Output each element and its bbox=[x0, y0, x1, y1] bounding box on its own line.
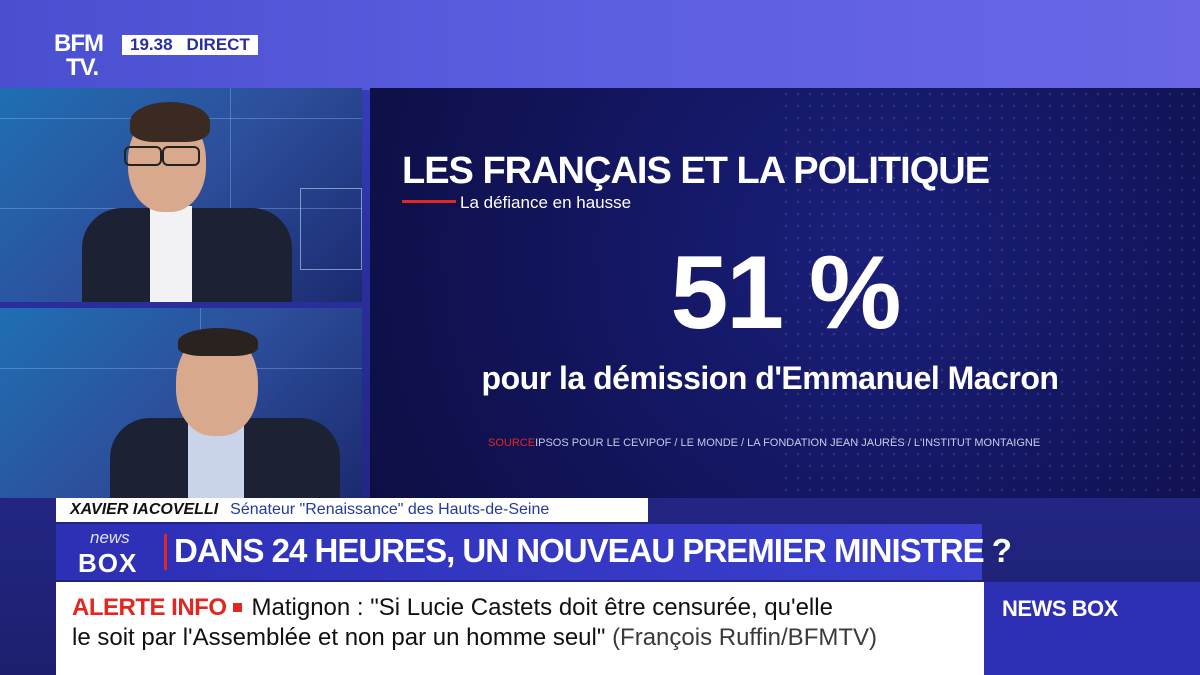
headline-bar: news BOX DANS 24 HEURES, UN NOUVEAU PREM… bbox=[56, 524, 1012, 580]
poll-percentage: 51 % bbox=[670, 235, 901, 351]
live-tag: 19.38 DIRECT bbox=[122, 35, 258, 55]
poll-source: SOURCEIPSOS POUR LE CEVIPOF / LE MONDE /… bbox=[488, 437, 1040, 449]
newsbox-logo-box: BOX bbox=[78, 548, 138, 578]
ticker-line-1: ALERTE INFO Matignon : "Si Lucie Castets … bbox=[72, 594, 833, 622]
side-brand-panel: NEWS BOX bbox=[984, 582, 1200, 675]
logo-line2: TV. bbox=[66, 54, 99, 81]
graphic-subtitle: La défiance en hausse bbox=[460, 193, 632, 212]
alert-label: ALERTE INFO bbox=[72, 594, 227, 621]
live-label: DIRECT bbox=[186, 35, 250, 54]
ticker-text-2: le soit par l'Assemblée et non par un ho… bbox=[72, 624, 606, 651]
ticker-text-1: Matignon : "Si Lucie Castets doit être c… bbox=[251, 594, 833, 621]
poll-caption: pour la démission d'Emmanuel Macron bbox=[481, 360, 1059, 396]
poll-graphic: LES FRANÇAIS ET LA POLITIQUE La défiance… bbox=[370, 88, 1200, 498]
broadcast-time: 19.38 bbox=[130, 35, 173, 54]
camera-feed-bottom bbox=[0, 308, 362, 498]
news-ticker: ALERTE INFO Matignon : "Si Lucie Castets … bbox=[56, 582, 984, 675]
bfmtv-logo: BFM TV. bbox=[54, 32, 118, 84]
source-text: IPSOS POUR LE CEVIPOF / LE MONDE / LA FO… bbox=[535, 437, 1041, 449]
logo-line1: BFM bbox=[54, 30, 104, 57]
headline-text: DANS 24 HEURES, UN NOUVEAU PREMIER MINIS… bbox=[174, 532, 1012, 569]
newsbox-logo: news BOX bbox=[72, 528, 152, 578]
guest-role: Sénateur "Renaissance" des Hauts-de-Sein… bbox=[230, 501, 550, 518]
camera-feed-top bbox=[0, 88, 362, 302]
guest-name-bar: XAVIER IACOVELLI Sénateur "Renaissance" … bbox=[56, 498, 648, 522]
newsbox-logo-news: news bbox=[90, 528, 130, 547]
ticker-line-2: le soit par l'Assemblée et non par un ho… bbox=[72, 624, 877, 652]
graphic-title: LES FRANÇAIS ET LA POLITIQUE bbox=[402, 150, 990, 192]
side-brand-label: NEWS BOX bbox=[1002, 596, 1118, 621]
ticker-attribution: (François Ruffin/BFMTV) bbox=[612, 624, 877, 651]
headline-divider bbox=[164, 534, 167, 570]
alert-square-icon bbox=[232, 602, 242, 612]
source-label: SOURCE bbox=[488, 437, 536, 449]
dot-pattern bbox=[780, 88, 1200, 498]
guest-name: XAVIER IACOVELLI bbox=[70, 501, 219, 518]
title-accent-line bbox=[402, 200, 456, 203]
